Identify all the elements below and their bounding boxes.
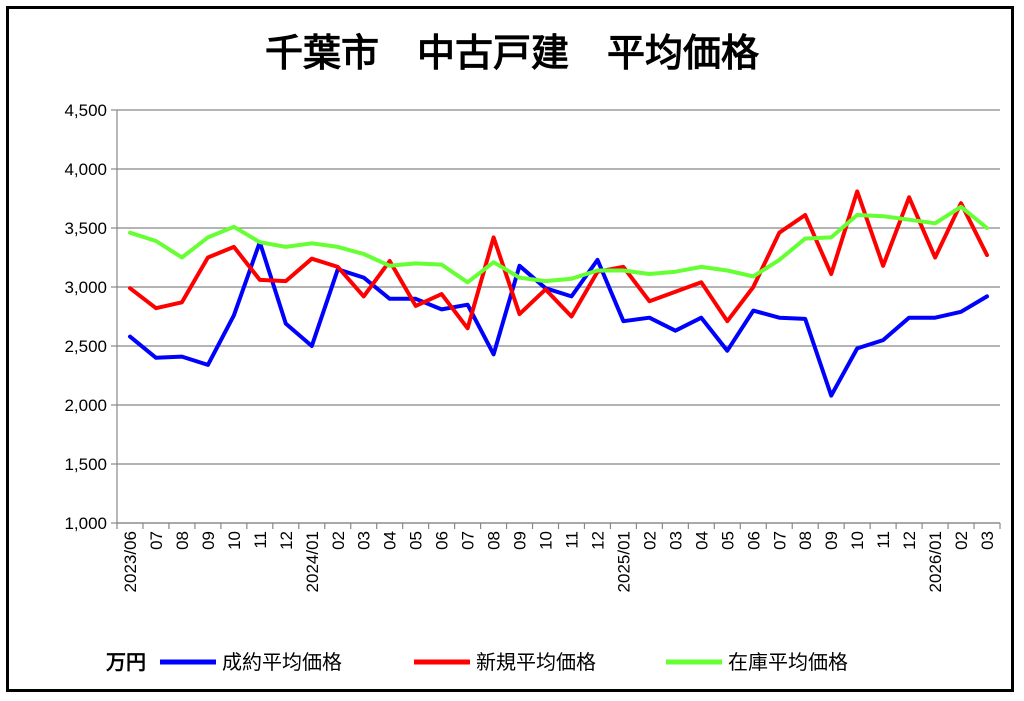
x-tick-label-12: 06: [433, 531, 452, 550]
chart-title: 千葉市 中古戸建 平均価格: [265, 31, 760, 75]
y-tick-label-2: 2,000: [64, 396, 107, 415]
x-tick-label-6: 12: [277, 531, 296, 550]
x-tick-labels: 2023/06 07 08 09 10 11 12 2024/01 02 03 04 05 06 07 08…: [121, 531, 997, 592]
x-tick-label-25: 07: [770, 531, 789, 550]
unit-label: 万円: [105, 650, 146, 674]
x-tick-label-31: 2026/01: [926, 531, 945, 592]
x-tick-label-21: 03: [666, 531, 685, 550]
x-tick-label-15: 09: [511, 531, 530, 550]
y-tick-label-5: 3,500: [64, 219, 107, 238]
y-tick-labels: 1,000 1,500 2,000 2,500 3,000 3,500 4,000 4,500: [64, 101, 107, 533]
x-tick-label-13: 07: [459, 531, 478, 550]
x-tick-label-30: 12: [900, 531, 919, 550]
y-tick-label-4: 3,000: [64, 278, 107, 297]
x-tick-label-0: 2023/06: [121, 531, 140, 592]
x-tick-label-18: 12: [588, 531, 607, 550]
x-tick-label-9: 03: [355, 531, 374, 550]
x-tick-label-4: 10: [225, 531, 244, 550]
legend-label-0: 成約平均価格: [222, 650, 342, 674]
x-tick-label-20: 02: [640, 531, 659, 550]
x-tick-label-23: 05: [718, 531, 737, 550]
y-tick-label-0: 1,000: [64, 514, 107, 533]
legend-label-1: 新規平均価格: [476, 650, 596, 674]
y-tick-label-3: 2,500: [64, 337, 107, 356]
y-tick-label-1: 1,500: [64, 455, 107, 474]
series-line-0: [128, 240, 989, 398]
legend-label-2: 在庫平均価格: [728, 650, 848, 674]
x-tick-label-2: 08: [173, 531, 192, 550]
x-tick-label-26: 08: [796, 531, 815, 550]
chart-frame: [6, 6, 1014, 692]
x-tick-label-14: 08: [485, 531, 504, 550]
x-tick-label-17: 11: [562, 531, 581, 549]
y-tick-label-7: 4,500: [64, 101, 107, 120]
x-tick-label-5: 11: [251, 531, 270, 549]
x-tick-label-27: 09: [822, 531, 841, 550]
x-tick-label-22: 04: [692, 531, 711, 550]
x-tick-label-1: 07: [147, 531, 166, 550]
x-tick-label-29: 11: [874, 531, 893, 549]
x-tick-label-28: 10: [848, 531, 867, 550]
x-tick-label-32: 02: [952, 531, 971, 550]
legend: 万円 成約平均価格 新規平均価格 在庫平均価格: [105, 650, 848, 674]
series-line-2: [128, 204, 989, 285]
x-tick-label-10: 04: [381, 531, 400, 550]
x-tick-label-16: 10: [537, 531, 556, 550]
x-tick-label-3: 09: [199, 531, 218, 550]
x-tick-label-33: 03: [978, 531, 997, 550]
y-tick-label-6: 4,000: [64, 160, 107, 179]
series-line-1: [128, 189, 989, 331]
x-tick-label-11: 05: [407, 531, 426, 550]
grid-lines: [111, 109, 1000, 524]
series-lines: [128, 189, 989, 398]
axes: [116, 110, 1001, 529]
x-tick-label-19: 2025/01: [614, 531, 633, 592]
x-tick-label-24: 06: [744, 531, 763, 550]
x-tick-label-7: 2024/01: [303, 531, 322, 592]
x-tick-label-8: 02: [329, 531, 348, 550]
